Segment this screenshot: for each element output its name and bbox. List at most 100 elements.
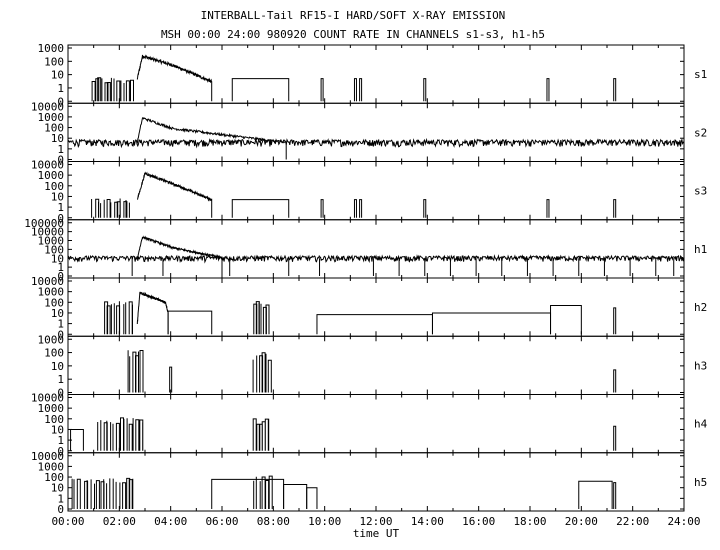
spike (613, 307, 617, 335)
y-tick-label: 0 (57, 328, 64, 341)
flare-curve (136, 117, 287, 160)
burst-group (91, 198, 130, 218)
y-tick-label: 10 (51, 482, 64, 495)
y-tick-label: 100 (44, 296, 64, 309)
chart-title: INTERBALL-Tail RF15-I HARD/SOFT X-RAY EM… (201, 9, 506, 22)
y-tick-label: 10 (51, 69, 64, 82)
panel-frame (67, 44, 685, 104)
block-segment (431, 312, 552, 335)
y-tick-label: 100 (44, 180, 64, 193)
panel-label-h1: h1 (694, 243, 707, 256)
block-segment (283, 483, 308, 509)
x-axis-label: time UT (353, 527, 400, 540)
block-segment (231, 78, 290, 102)
y-tick-label: 10 (51, 132, 64, 145)
y-tick-label: 100 (44, 347, 64, 360)
y-tick-label: 0 (57, 95, 64, 108)
series-line (67, 137, 685, 149)
x-tick-label: 14:00 (411, 515, 444, 528)
spike (613, 425, 617, 451)
flare-curve (136, 291, 169, 335)
y-tick-label: 0 (57, 270, 64, 283)
spike (546, 78, 550, 102)
panel-label-s2: s2 (694, 126, 707, 139)
panel-frame (67, 394, 685, 454)
y-tick-label: 0 (57, 445, 64, 458)
x-tick-label: 18:00 (513, 515, 546, 528)
y-tick-label: 100 (44, 122, 64, 135)
spike (353, 78, 357, 102)
x-tick-label: 08:00 (257, 515, 290, 528)
spike (613, 78, 617, 102)
y-tick-label: 10000 (31, 159, 64, 172)
x-tick-label: 10:00 (308, 515, 341, 528)
y-tick-label: 10 (51, 252, 64, 265)
panel-frame (67, 335, 685, 395)
y-tick-label: 1 (57, 318, 64, 331)
y-tick-label: 1 (57, 373, 64, 386)
spike (546, 199, 550, 218)
spike (423, 199, 427, 218)
flare-curve (137, 171, 213, 218)
y-tick-label: 0 (57, 387, 64, 400)
spike (169, 366, 173, 393)
y-tick-label: 1000 (38, 235, 65, 248)
y-tick-label: 1000 (38, 111, 65, 124)
chart-subtitle: MSH 00:00 24:00 980920 COUNT RATE IN CHA… (161, 28, 545, 41)
y-tick-label: 10 (51, 360, 64, 373)
burst-group (127, 350, 144, 393)
spike (613, 199, 617, 218)
y-tick-label: 1000 (38, 333, 65, 346)
y-tick-label: 10 (51, 307, 64, 320)
y-tick-label: 10000 (31, 450, 64, 463)
spike (359, 78, 363, 102)
burst-group (252, 352, 272, 393)
x-tick-label: 16:00 (462, 515, 495, 528)
y-tick-label: 10000 (31, 392, 64, 405)
y-tick-label: 1 (57, 82, 64, 95)
y-tick-label: 1000 (38, 286, 65, 299)
x-tick-label: 20:00 (565, 515, 598, 528)
block-segment (70, 428, 84, 451)
x-tick-label: 06:00 (205, 515, 238, 528)
y-tick-label: 100 (44, 243, 64, 256)
panel-label-h5: h5 (694, 476, 707, 489)
burst-group (71, 477, 134, 509)
panel-label-s3: s3 (694, 185, 707, 198)
burst-group (91, 77, 134, 102)
block-segment (550, 305, 582, 335)
x-tick-label: 00:00 (51, 515, 84, 528)
y-tick-label: 1000 (38, 42, 65, 55)
panels-group: 10001001010s11000010001001010s2100001000… (24, 42, 707, 516)
y-tick-label: 1000 (38, 460, 65, 473)
spike (320, 78, 324, 102)
spike (613, 482, 617, 509)
y-tick-label: 0 (57, 503, 64, 516)
block-segment (578, 480, 613, 509)
spike (359, 199, 363, 218)
y-tick-label: 1000 (38, 402, 65, 415)
y-tick-label: 100 (44, 413, 64, 426)
panel-label-h4: h4 (694, 418, 708, 431)
spike (353, 199, 357, 218)
y-tick-label: 100 (44, 471, 64, 484)
burst-group (97, 417, 144, 451)
y-tick-label: 100 (44, 55, 64, 68)
x-tick-label: 04:00 (154, 515, 187, 528)
block-segment (211, 478, 285, 509)
x-tick-label: 12:00 (359, 515, 392, 528)
y-tick-label: 0 (57, 154, 64, 167)
panel-label-s1: s1 (694, 68, 707, 81)
panel-frame (67, 277, 685, 337)
block-segment (316, 314, 433, 335)
panel-label-h3: h3 (694, 359, 707, 372)
flare-curve (136, 235, 223, 276)
